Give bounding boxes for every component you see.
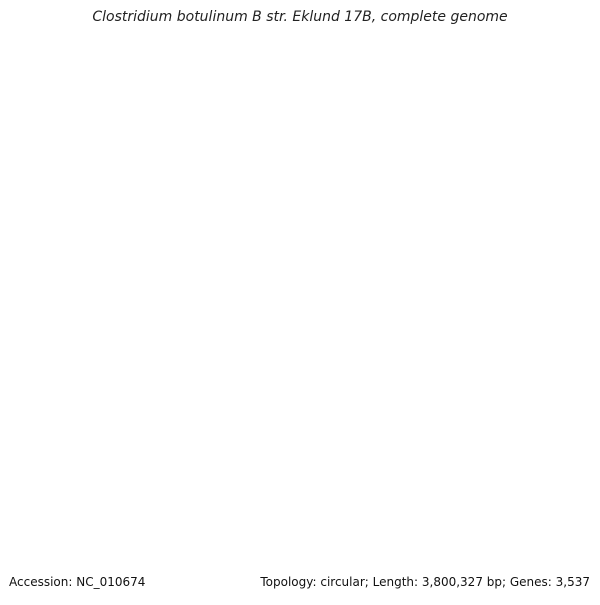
map-title: Clostridium botulinum B str. Eklund 17B,… <box>92 9 508 25</box>
genome-summary-text: Topology: circular; Length: 3,800,327 bp… <box>260 575 590 589</box>
accession-text: Accession: NC_010674 <box>9 575 146 589</box>
